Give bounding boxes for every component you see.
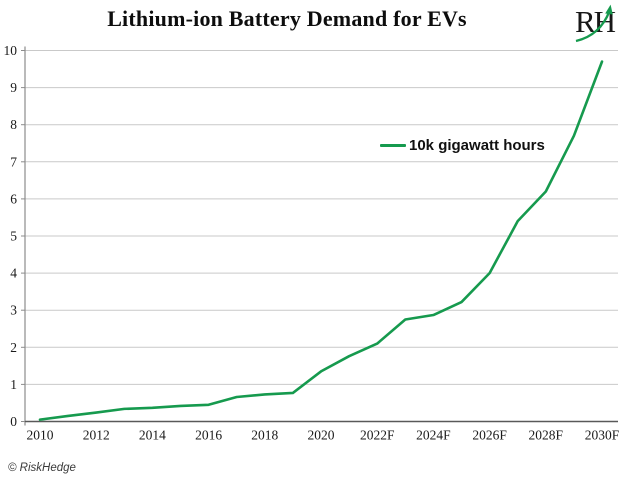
x-tick-label: 2030F (585, 428, 620, 443)
chart-title: Lithium-ion Battery Demand for EVs (107, 6, 467, 31)
x-tick-label: 2026F (472, 428, 507, 443)
y-tick-label: 8 (10, 117, 17, 132)
y-tick-label: 10 (4, 43, 18, 58)
growth-arrow-icon (575, 4, 613, 43)
y-tick-label: 9 (10, 80, 17, 95)
x-tick-label: 2018 (251, 428, 278, 443)
copyright-credit: © RiskHedge (8, 462, 76, 474)
legend-line-swatch (380, 143, 406, 147)
x-tick-label: 2020 (308, 428, 335, 443)
x-tick-label: 2010 (27, 428, 54, 443)
y-tick-label: 1 (10, 377, 17, 392)
y-tick-label: 7 (10, 154, 17, 169)
y-tick-label: 6 (10, 191, 17, 206)
x-tick-label: 2016 (195, 428, 222, 443)
x-tick-label: 2024F (416, 428, 451, 443)
demand-line-chart: 0 1 2 3 4 5 6 7 8 9 10 2010 2012 2014 2016 2018 2020 2022… (4, 43, 620, 443)
x-tick-label: 2014 (139, 428, 166, 443)
y-tick-label: 3 (10, 303, 17, 318)
demand-series-line (38, 60, 604, 421)
y-tick-label: 4 (10, 266, 17, 281)
y-tick-label: 5 (10, 229, 17, 244)
riskhedge-logo: RH (573, 3, 623, 45)
y-tick-label: 0 (10, 414, 17, 429)
legend-label: 10k gigawatt hours (409, 136, 545, 154)
x-tick-label: 2012 (83, 428, 110, 443)
legend: 10k gigawatt hours (380, 136, 545, 154)
x-tick-label: 2028F (529, 428, 564, 443)
x-tick-label: 2022F (360, 428, 395, 443)
y-tick-label: 2 (10, 340, 17, 355)
